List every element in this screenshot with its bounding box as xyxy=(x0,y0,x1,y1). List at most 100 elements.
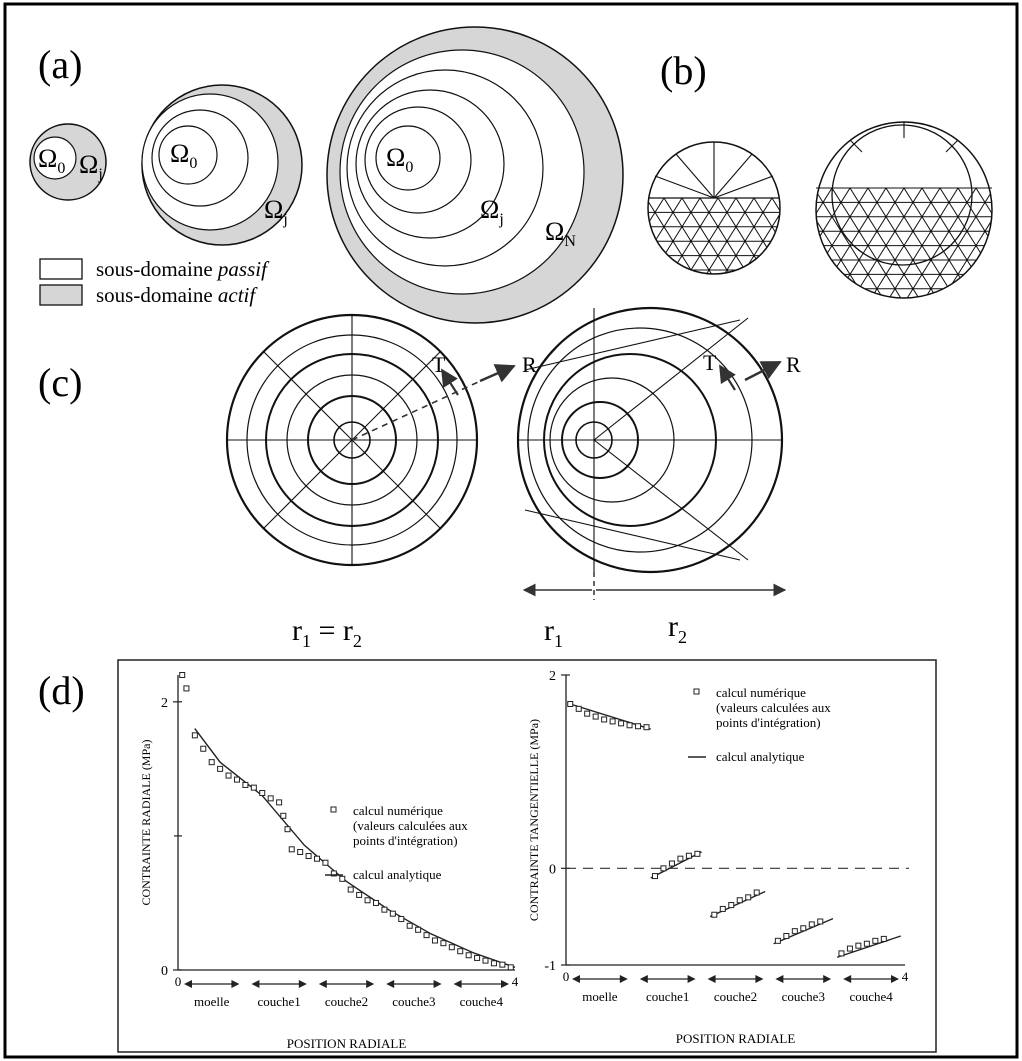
small-inner-circle xyxy=(33,136,77,180)
mesh-triangle xyxy=(690,240,710,257)
x-tick-label: 0 xyxy=(175,974,182,989)
numeric-point xyxy=(233,776,240,783)
mesh-triangle xyxy=(912,201,932,218)
numeric-point xyxy=(225,772,232,779)
mesh-triangle xyxy=(799,270,817,284)
numeric-point xyxy=(314,855,321,862)
numeric-point xyxy=(745,894,752,901)
mesh-triangle xyxy=(912,259,932,276)
mesh-triangle xyxy=(753,197,773,214)
mesh-triangle xyxy=(948,259,968,276)
numeric-point xyxy=(267,795,274,802)
mesh-triangle xyxy=(672,269,692,274)
zone-arrow-right xyxy=(231,980,240,988)
mesh-triangle xyxy=(903,216,923,233)
zone-arrow-left xyxy=(318,980,327,988)
mesh-triangle xyxy=(921,187,941,204)
legend-active-label: sous-domaine actif xyxy=(96,283,258,307)
mesh-triangle xyxy=(939,187,959,204)
numeric-point xyxy=(838,950,845,957)
mesh-triangle xyxy=(867,273,887,290)
numeric-point xyxy=(250,784,257,791)
mesh-triangle xyxy=(771,255,780,271)
mesh-triangle xyxy=(672,240,692,257)
mesh-triangle xyxy=(939,273,959,290)
y-tick-label: 2 xyxy=(549,669,556,684)
y-tick-label: 2 xyxy=(161,696,168,711)
mesh-triangle xyxy=(790,198,808,212)
numeric-point xyxy=(584,710,591,717)
numeric-point xyxy=(440,940,447,947)
zone-label-couche1: couche1 xyxy=(646,989,689,1004)
zone-label-couche2: couche2 xyxy=(325,994,368,1009)
numeric-point xyxy=(297,849,304,855)
mesh-triangle xyxy=(858,201,878,218)
numeric-point xyxy=(389,910,396,917)
mesh-triangle xyxy=(726,211,746,228)
numeric-point xyxy=(791,928,798,935)
mesh-triangle xyxy=(994,274,1012,288)
outer-frame xyxy=(3,2,1019,1059)
numeric-point xyxy=(677,855,684,862)
r1-equals-r2-label: r1 = r2 xyxy=(292,614,362,651)
mesh-triangle xyxy=(816,216,833,233)
mesh-triangle xyxy=(648,211,656,228)
numeric-point xyxy=(406,922,413,929)
numeric-point xyxy=(364,897,371,904)
zone-arrow-right xyxy=(755,975,764,983)
mesh-triangle xyxy=(681,197,701,214)
analytic-segment xyxy=(650,851,702,879)
mesh-triangle xyxy=(744,269,764,274)
mesh-triangle xyxy=(966,288,986,298)
numeric-point xyxy=(609,718,616,725)
y-tick-label: -1 xyxy=(544,959,556,974)
mesh-triangle xyxy=(796,274,814,288)
legend-numeric-text: calcul numérique xyxy=(353,803,443,818)
mesh-triangle xyxy=(894,201,914,218)
numeric-point xyxy=(783,933,790,939)
mesh-triangle xyxy=(966,201,986,218)
mesh-triangle xyxy=(717,226,737,243)
mesh-triangle xyxy=(930,230,950,247)
zone-label-couche1: couche1 xyxy=(257,994,300,1009)
mesh-triangle xyxy=(628,198,646,212)
mesh-triangle xyxy=(654,269,674,274)
zone-arrow-right xyxy=(823,975,832,983)
numeric-point xyxy=(507,964,514,971)
mesh-triangle xyxy=(840,230,860,247)
mesh-triangle xyxy=(912,230,932,247)
zone-arrow-left xyxy=(639,975,648,983)
panel-c-left-disk: T R xyxy=(225,313,537,567)
mesh-triangle xyxy=(903,273,923,290)
numeric-point xyxy=(322,859,329,866)
mesh-triangle xyxy=(699,226,719,243)
mesh-triangle xyxy=(735,255,755,271)
x-tick-label: 0 xyxy=(563,969,570,984)
numeric-point xyxy=(280,812,287,819)
mesh-triangle xyxy=(994,246,1012,260)
numeric-point xyxy=(643,724,650,731)
mesh-triangle xyxy=(921,216,941,233)
numeric-point xyxy=(415,926,422,933)
numeric-point xyxy=(618,720,625,727)
numeric-point xyxy=(372,899,379,906)
mesh-triangle xyxy=(708,269,728,274)
mesh-triangle xyxy=(781,270,799,284)
numeric-point xyxy=(694,850,701,857)
large-passive-circle xyxy=(339,49,585,295)
numeric-point xyxy=(800,925,807,932)
numeric-point xyxy=(872,937,879,944)
numeric-point xyxy=(635,723,642,730)
omegaj-medium: Ωj xyxy=(264,195,288,228)
mesh-triangle xyxy=(681,226,701,243)
panel-label-a: (a) xyxy=(38,42,82,87)
mesh-triangle xyxy=(726,269,746,274)
mesh-triangle xyxy=(816,288,824,298)
numeric-point xyxy=(499,961,506,968)
zone-label-moelle: moelle xyxy=(194,994,230,1009)
numeric-point xyxy=(356,891,363,898)
panel-label-c: (c) xyxy=(38,360,82,405)
zone-arrow-left xyxy=(386,980,395,988)
numeric-point xyxy=(288,846,295,853)
mesh-triangle xyxy=(663,226,683,243)
